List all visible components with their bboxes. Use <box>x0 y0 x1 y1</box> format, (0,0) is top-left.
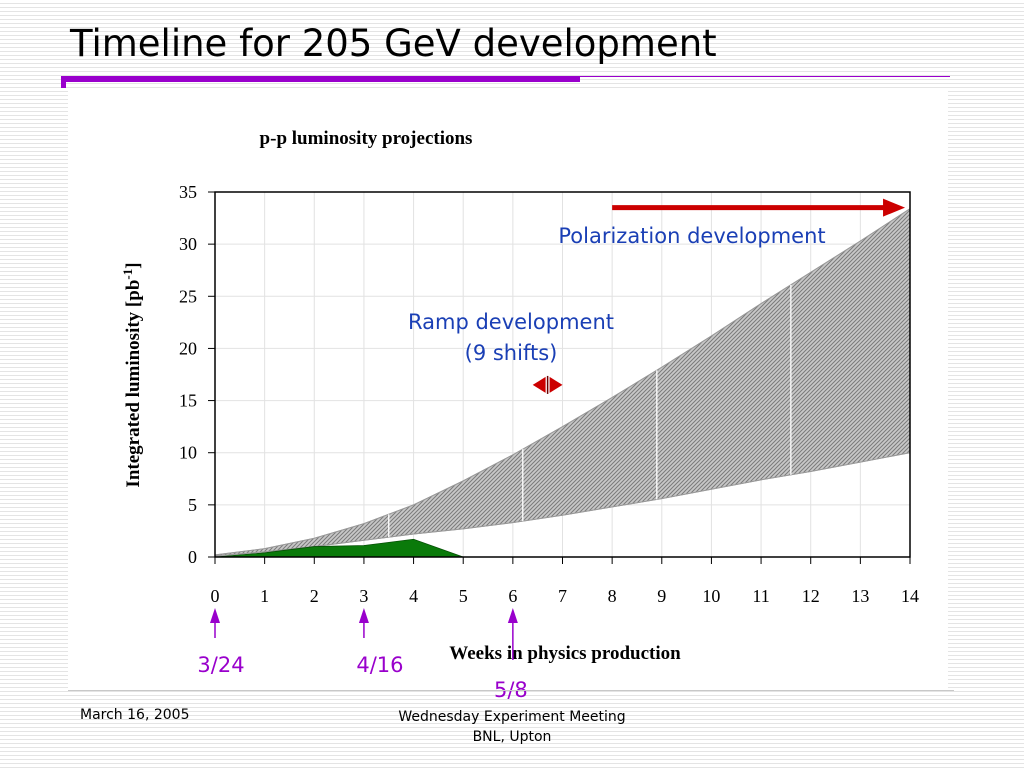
footer-meeting-name: Wednesday Experiment Meeting <box>398 709 626 725</box>
x-tick-label-2: 2 <box>310 586 319 606</box>
y-axis-label: Integrated luminosity [pb-1] <box>120 262 144 487</box>
ramp-arrow-right-head <box>549 376 563 393</box>
footer-date: March 16, 2005 <box>80 707 190 723</box>
projection-min-line <box>214 452 911 557</box>
x-tick-label-14: 14 <box>901 586 919 606</box>
ramp-arrow-left-head <box>532 376 546 393</box>
annotations: Polarization development Ramp developmen… <box>408 198 906 394</box>
slide-title: Timeline for 205 GeV development <box>70 22 717 65</box>
y-axis-label-main: Integrated luminosity [pb <box>123 280 144 488</box>
ramp-label-line2: (9 shifts) <box>465 341 558 365</box>
x-tick-label-7: 7 <box>558 586 567 606</box>
x-tick-label-10: 10 <box>702 586 720 606</box>
y-axis-label-sup: -1 <box>120 269 135 280</box>
chart-title: p-p luminosity projections <box>260 128 473 149</box>
date-marker-arrowhead-2 <box>507 608 518 623</box>
x-axis-label: Weeks in physics production <box>449 643 681 664</box>
ramp-label-line1: Ramp development <box>408 310 614 334</box>
x-tick-label-6: 6 <box>508 586 517 606</box>
y-tick-label-4: 20 <box>179 338 197 358</box>
x-tick-label-9: 9 <box>657 586 666 606</box>
footer-divider <box>68 690 954 691</box>
x-tick-label-12: 12 <box>802 586 820 606</box>
polarization-arrow-head <box>883 198 906 217</box>
x-tick-label-4: 4 <box>409 586 418 606</box>
date-marker-arrowhead-1 <box>358 608 369 623</box>
y-tick-label-0: 0 <box>188 547 197 567</box>
x-tick-label-8: 8 <box>608 586 617 606</box>
projection-max-line <box>214 208 911 556</box>
x-tick-label-5: 5 <box>459 586 468 606</box>
y-tick-label-5: 25 <box>179 286 197 306</box>
y-tick-label-2: 10 <box>179 443 197 463</box>
x-tick-label-13: 13 <box>851 586 869 606</box>
x-tick-label-0: 0 <box>211 586 220 606</box>
date-markers: 3/24 4/165/8 <box>197 608 528 702</box>
polarization-label: Polarization development <box>558 224 825 248</box>
y-tick-label-6: 30 <box>179 234 197 254</box>
date-marker-arrowhead-0 <box>210 608 220 623</box>
x-tick-label-11: 11 <box>752 586 769 606</box>
y-tick-label-7: 35 <box>179 182 197 202</box>
date-marker-label-0: 3/24 <box>197 653 244 677</box>
y-tick-label-3: 15 <box>179 391 197 411</box>
footer-place: BNL, Upton <box>472 729 552 745</box>
x-tick-label-1: 1 <box>260 586 269 606</box>
date-marker-label-1: 4/16 <box>356 653 403 677</box>
x-tick-label-3: 3 <box>359 586 368 606</box>
y-tick-label-1: 5 <box>188 495 197 515</box>
left-accent-mark <box>61 76 66 88</box>
title-accent-bar <box>66 76 580 82</box>
footer-meeting: Wednesday Experiment Meeting BNL, Upton <box>362 707 662 747</box>
y-axis-label-end: ] <box>123 262 144 268</box>
